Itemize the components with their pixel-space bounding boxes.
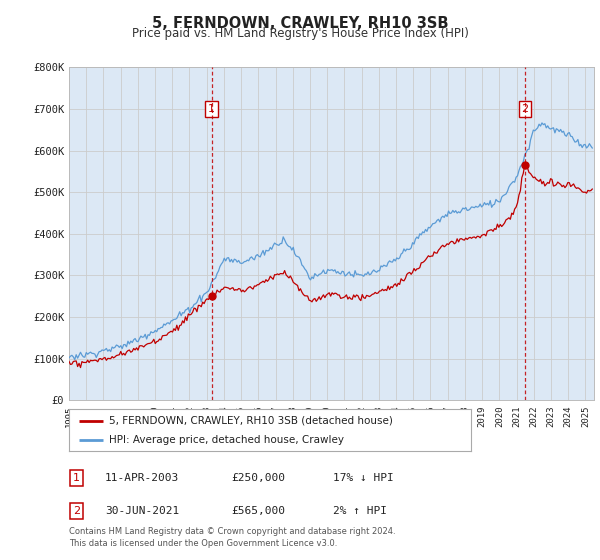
Text: 1: 1	[73, 473, 80, 483]
Text: Contains HM Land Registry data © Crown copyright and database right 2024.: Contains HM Land Registry data © Crown c…	[69, 528, 395, 536]
Text: 30-JUN-2021: 30-JUN-2021	[105, 506, 179, 516]
Text: 5, FERNDOWN, CRAWLEY, RH10 3SB: 5, FERNDOWN, CRAWLEY, RH10 3SB	[152, 16, 448, 31]
Text: Price paid vs. HM Land Registry's House Price Index (HPI): Price paid vs. HM Land Registry's House …	[131, 27, 469, 40]
Text: £250,000: £250,000	[231, 473, 285, 483]
Text: 2% ↑ HPI: 2% ↑ HPI	[333, 506, 387, 516]
Text: 2: 2	[521, 104, 529, 114]
Text: 1: 1	[208, 104, 215, 114]
Text: £565,000: £565,000	[231, 506, 285, 516]
Text: HPI: Average price, detached house, Crawley: HPI: Average price, detached house, Craw…	[109, 435, 344, 445]
Text: This data is licensed under the Open Government Licence v3.0.: This data is licensed under the Open Gov…	[69, 539, 337, 548]
Text: 2: 2	[73, 506, 80, 516]
Text: 11-APR-2003: 11-APR-2003	[105, 473, 179, 483]
Text: 17% ↓ HPI: 17% ↓ HPI	[333, 473, 394, 483]
Text: 5, FERNDOWN, CRAWLEY, RH10 3SB (detached house): 5, FERNDOWN, CRAWLEY, RH10 3SB (detached…	[109, 416, 393, 426]
